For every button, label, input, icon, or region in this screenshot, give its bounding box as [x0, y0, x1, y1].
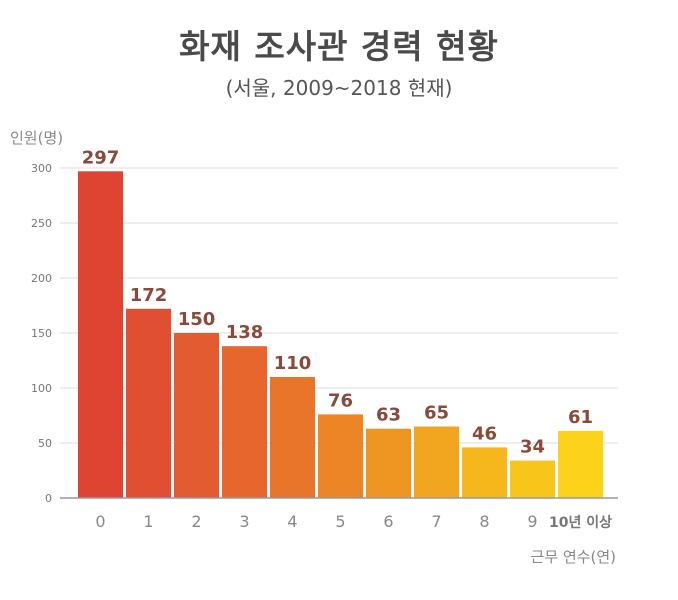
x-tick-label: 3 [239, 512, 249, 531]
x-tick-label: 9 [527, 512, 537, 531]
data-label: 61 [568, 407, 593, 428]
bar [222, 346, 267, 498]
x-tick-label: 0 [95, 512, 105, 531]
data-label: 150 [178, 309, 216, 330]
y-tick-label: 0 [45, 492, 52, 505]
x-tick-label: 10년 이상 [549, 514, 612, 531]
bars [78, 171, 603, 499]
bar [270, 377, 315, 498]
data-labels: 297 172 150 138 110 76 63 65 46 34 61 [82, 147, 593, 457]
data-label: 63 [376, 405, 401, 426]
data-label: 110 [274, 353, 312, 374]
y-tick-label: 50 [38, 437, 52, 450]
data-label: 138 [226, 322, 264, 343]
data-label: 34 [520, 437, 545, 458]
bar [318, 414, 363, 498]
bar [78, 171, 123, 499]
bar [366, 428, 411, 498]
bar [510, 460, 555, 498]
x-tick-label: 4 [287, 512, 297, 531]
y-tick-label: 150 [31, 327, 52, 340]
x-tick-label: 2 [191, 512, 201, 531]
x-tick-label: 8 [479, 512, 489, 531]
x-tick-label: 7 [431, 512, 441, 531]
x-tick-label: 1 [143, 512, 153, 531]
chart-title: 화재 조사관 경력 현황 [179, 27, 499, 66]
chart-subtitle: (서울, 2009~2018 현재) [225, 76, 453, 100]
y-tick-label: 100 [31, 382, 52, 395]
bar [126, 308, 171, 498]
data-label: 65 [424, 403, 449, 424]
data-label: 172 [130, 285, 168, 306]
data-label: 297 [82, 147, 120, 168]
bar [414, 426, 459, 498]
x-tick-labels: 0 1 2 3 4 5 6 7 8 9 10년 이상 [95, 512, 612, 531]
y-tick-label: 200 [31, 272, 52, 285]
data-label: 46 [472, 423, 497, 444]
y-axis-label: 인원(명) [10, 129, 64, 147]
y-tick-label: 300 [31, 162, 52, 175]
x-axis-label: 근무 연수(연) [530, 548, 616, 566]
bar [462, 447, 507, 498]
data-label: 76 [328, 390, 353, 411]
bar [558, 430, 603, 498]
y-tick-labels: 0 50 100 150 200 250 300 [31, 162, 52, 505]
x-tick-label: 5 [335, 512, 345, 531]
bar [174, 333, 219, 498]
y-tick-label: 250 [31, 217, 52, 230]
x-tick-label: 6 [383, 512, 393, 531]
